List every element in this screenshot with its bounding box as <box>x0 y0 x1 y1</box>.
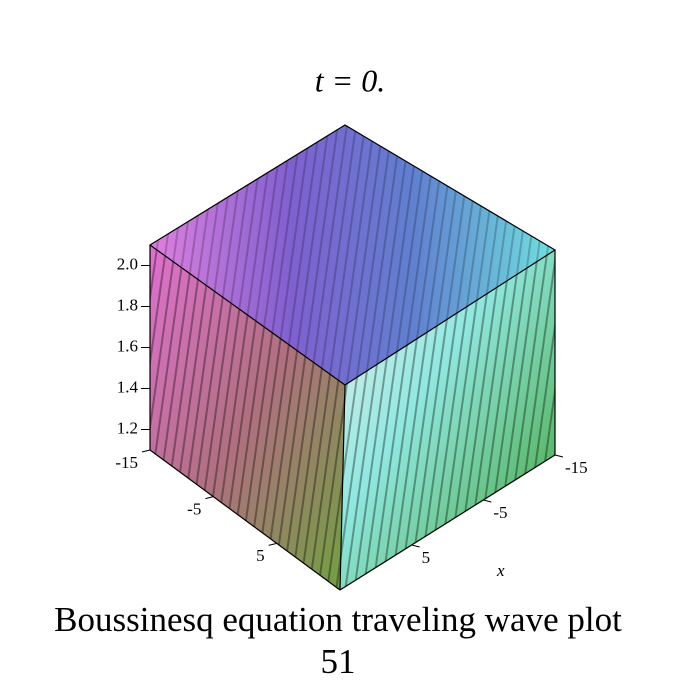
chart-title: t = 0. <box>315 62 385 98</box>
y-tick <box>205 496 214 500</box>
z-tick-label: 1.8 <box>117 295 138 314</box>
z-tick-label: 1.6 <box>117 336 138 355</box>
y-tick <box>268 542 277 546</box>
z-tick-label: 1.4 <box>117 377 139 396</box>
x-tick <box>411 544 420 548</box>
x-tick <box>483 499 492 503</box>
x-tick-label: -5 <box>493 503 507 522</box>
surface-art <box>150 125 555 590</box>
caption: Boussinesq equation traveling wave plot <box>54 600 622 639</box>
x-tick-label: 5 <box>422 548 431 567</box>
caption: 51 <box>321 642 356 681</box>
bounding-box <box>148 124 557 591</box>
y-tick <box>141 449 151 453</box>
x-tick <box>554 454 564 458</box>
z-tick-label: 2.0 <box>117 254 138 273</box>
x-axis-label: x <box>496 561 505 580</box>
y-tick-label: 5 <box>256 546 265 565</box>
y-tick-label: -15 <box>115 453 138 472</box>
y-tick-label: -5 <box>187 500 201 519</box>
x-tick-label: -15 <box>565 458 588 477</box>
z-tick-label: 1.2 <box>117 418 138 437</box>
